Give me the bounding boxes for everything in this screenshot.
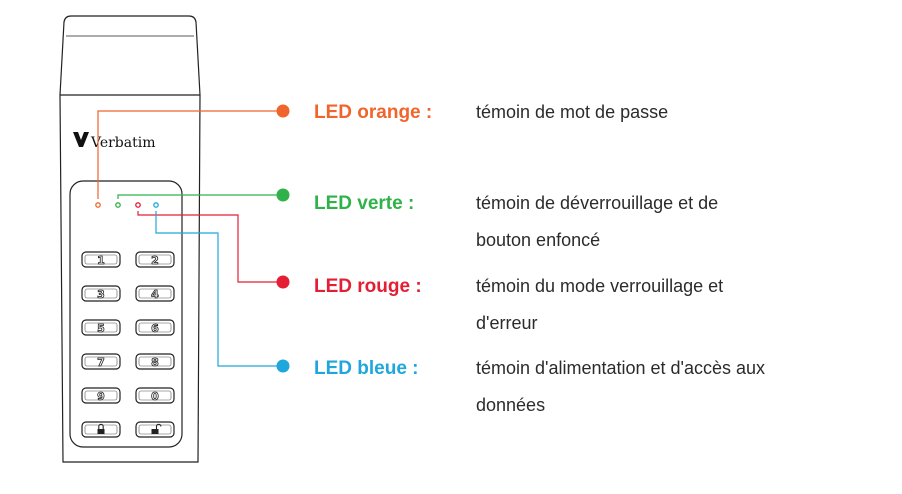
led-dot-blue <box>153 202 159 208</box>
led-blue-desc-line-2: données <box>476 395 545 415</box>
key-label: 8 <box>151 356 159 369</box>
key-label: 9 <box>97 390 105 403</box>
leader-dot-blue <box>276 359 290 373</box>
led-green-desc-line-2: bouton enfoncé <box>476 230 600 250</box>
key-label: 1 <box>97 254 105 267</box>
usb-drive <box>59 15 201 463</box>
key-lock <box>81 421 121 438</box>
key-1: 1 <box>81 251 121 268</box>
led-blue-desc-line-1: témoin d'alimentation et d'accès aux <box>476 358 765 378</box>
drive-cap <box>59 15 201 96</box>
led-green-title: LED verte : <box>314 193 414 214</box>
leader-dot-red <box>276 275 290 289</box>
led-dot-red <box>135 202 141 208</box>
drive-body <box>59 94 201 463</box>
key-label: 5 <box>97 322 105 335</box>
led-red-title: LED rouge : <box>314 276 422 297</box>
key-unlock <box>135 421 175 438</box>
led-orange-title: LED orange : <box>314 102 432 123</box>
led-labels: LED orange : témoin de mot de passe LED … <box>314 102 765 415</box>
led-dot-green <box>115 202 121 208</box>
key-2: 2 <box>135 251 175 268</box>
led-red-desc-line-1: témoin du mode verrouillage et <box>476 276 723 296</box>
led-blue-title: LED bleue : <box>314 358 419 379</box>
keypad-panel <box>69 180 183 448</box>
led-green-desc-line-1: témoin de déverrouillage et de <box>476 193 718 213</box>
key-label: 0 <box>151 390 159 403</box>
lock-icon <box>97 423 105 434</box>
leader-line-orange <box>97 110 283 199</box>
key-9: 9 <box>81 387 121 404</box>
led-dot-orange <box>95 202 101 208</box>
unlock-icon <box>151 423 162 434</box>
key-label: 6 <box>151 322 159 335</box>
key-8: 8 <box>135 353 175 370</box>
key-label: 4 <box>151 288 159 301</box>
key-label: 3 <box>97 288 105 301</box>
brand-logo: Verbatim <box>73 132 156 151</box>
device-leds <box>95 202 159 208</box>
leader-line-green <box>117 194 283 199</box>
leader-dot-green <box>276 188 290 202</box>
key-label: 7 <box>97 356 105 369</box>
brand-name: Verbatim <box>90 135 156 151</box>
leader-dots <box>276 104 290 373</box>
key-7: 7 <box>81 353 121 370</box>
keypad: 1 2 3 4 5 6 7 8 9 0 <box>81 251 175 438</box>
key-label: 2 <box>151 254 159 267</box>
key-5: 5 <box>81 319 121 336</box>
key-0: 0 <box>135 387 175 404</box>
leader-line-blue <box>155 211 283 367</box>
key-6: 6 <box>135 319 175 336</box>
led-red-desc-line-2: d'erreur <box>476 313 537 333</box>
led-orange-desc-line-1: témoin de mot de passe <box>476 102 668 122</box>
key-4: 4 <box>135 285 175 302</box>
leader-dot-orange <box>276 104 290 118</box>
leader-lines <box>97 110 283 367</box>
leader-line-red <box>137 211 283 283</box>
brand-mark <box>73 132 89 147</box>
key-3: 3 <box>81 285 121 302</box>
